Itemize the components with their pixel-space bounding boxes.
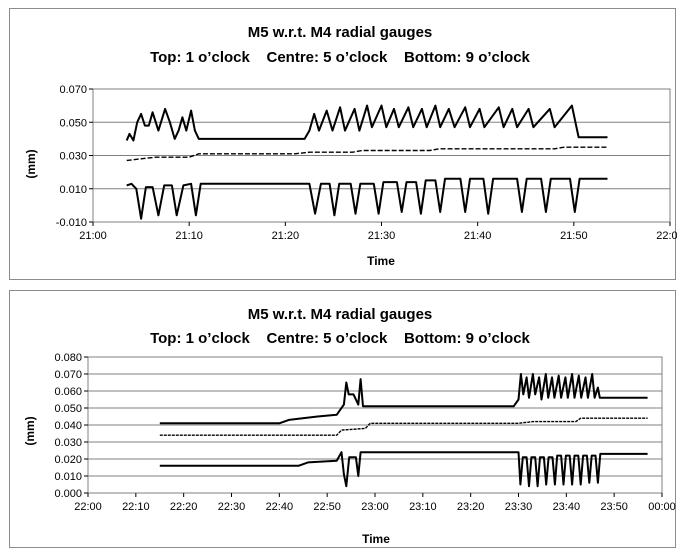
x-tick-label: 22:50: [313, 501, 341, 513]
y-tick-label: 0.010: [54, 471, 82, 483]
x-tick-label: 22:20: [170, 501, 198, 513]
x-tick-label: 22:00: [74, 501, 102, 513]
series-top-line: [159, 373, 648, 425]
y-tick-label: -0.010: [56, 217, 87, 229]
y-tick-label: 0.040: [54, 420, 82, 432]
chart-panel-bottom: M5 w.r.t. M4 radial gauges Top: 1 o’cloc…: [9, 290, 676, 548]
x-tick-label: 22:10: [122, 501, 150, 513]
y-tick-label: 0.050: [59, 117, 87, 129]
x-tick-label: 21:10: [175, 230, 203, 242]
x-tick-label: 21:00: [79, 230, 107, 242]
x-tick-label: 23:50: [600, 501, 628, 513]
series-centre-line: [159, 417, 648, 436]
y-axis-title: (mm): [24, 149, 38, 178]
chart-subtitle: Top: 1 o’clock Centre: 5 o’clock Bottom:…: [150, 330, 530, 347]
series-bottom-line: [159, 451, 648, 488]
series-top-line: [125, 104, 608, 142]
chart-bottom: M5 w.r.t. M4 radial gauges Top: 1 o’cloc…: [23, 306, 676, 546]
x-tick-label: 23:30: [505, 501, 533, 513]
x-tick-label: 23:20: [457, 501, 485, 513]
y-tick-label: 0.080: [54, 352, 82, 364]
chart-subtitle: Top: 1 o’clock Centre: 5 o’clock Bottom:…: [150, 49, 530, 66]
x-tick-label: 23:40: [553, 501, 581, 513]
y-tick-label: 0.010: [59, 184, 87, 196]
y-tick-label: 0.070: [54, 369, 82, 381]
x-tick-label: 21:20: [272, 230, 300, 242]
chart-top: M5 w.r.t. M4 radial gauges Top: 1 o’cloc…: [24, 24, 677, 268]
x-tick-label: 22:40: [266, 501, 294, 513]
chart-panel-top: M5 w.r.t. M4 radial gauges Top: 1 o’cloc…: [9, 8, 677, 280]
y-tick-label: 0.030: [54, 437, 82, 449]
y-tick-label: 0.070: [59, 84, 87, 96]
x-tick-label: 22:30: [218, 501, 246, 513]
x-tick-label: 22:00: [656, 230, 677, 242]
x-tick-label: 23:00: [361, 501, 389, 513]
x-tick-label: 23:10: [409, 501, 437, 513]
x-tick-label: 00:00: [648, 501, 676, 513]
y-tick-label: 0.050: [54, 403, 82, 415]
x-tick-label: 21:50: [560, 230, 588, 242]
y-tick-label: 0.060: [54, 386, 82, 398]
y-tick-label: 0.030: [59, 151, 87, 163]
series-centre-line: [126, 146, 608, 162]
x-tick-label: 21:40: [464, 230, 492, 242]
y-tick-label: 0.020: [54, 454, 82, 466]
y-axis-title: (mm): [23, 416, 37, 445]
chart-title: M5 w.r.t. M4 radial gauges: [248, 24, 433, 41]
series-bottom-line: [126, 177, 608, 220]
y-tick-label: 0.000: [54, 488, 82, 500]
x-axis-title: Time: [367, 254, 395, 268]
x-tick-label: 21:30: [368, 230, 396, 242]
x-axis-title: Time: [362, 532, 390, 546]
chart-title: M5 w.r.t. M4 radial gauges: [248, 306, 433, 323]
